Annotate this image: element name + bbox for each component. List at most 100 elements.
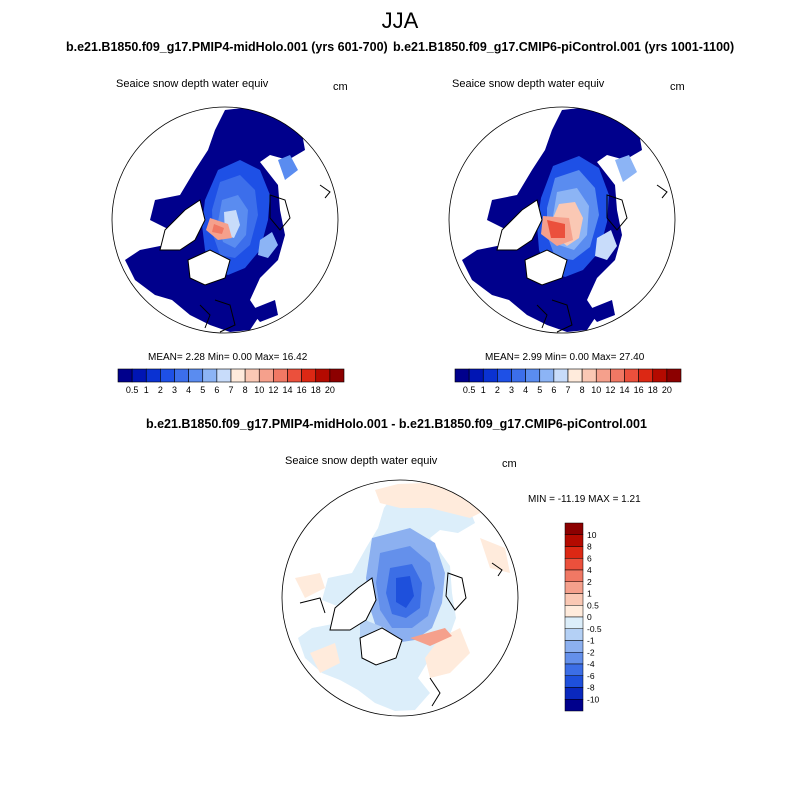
midholo-colorbar-swatch [145, 368, 161, 383]
picontrol-colorbar-label: 2 [495, 385, 500, 395]
midholo-colorbar-label: 20 [325, 385, 335, 395]
picontrol-colorbar-label: 16 [634, 385, 644, 395]
midholo-colorbar-label: 4 [186, 385, 191, 395]
picontrol-colorbar-label: 1 [481, 385, 486, 395]
midholo-colorbar-label: 16 [297, 385, 307, 395]
picontrol-colorbar-swatch [595, 368, 611, 383]
diff-colorbar-label: 4 [587, 565, 592, 575]
main-title: JJA [381, 8, 419, 33]
panel-picontrol-variable: Seaice snow depth water equiv [452, 78, 605, 90]
picontrol-colorbar-label: 3 [509, 385, 514, 395]
picontrol-colorbar-label: 0.5 [463, 385, 476, 395]
panel-midholo-subtitle: b.e21.B1850.f09_g17.PMIP4-midHolo.001 (y… [66, 40, 388, 54]
diff-colorbar: 10 86 4 2 10.5 0 -0.5 -1-2 -4 -6 -8-10 [564, 522, 602, 712]
diff-colorbar-label: -2 [587, 647, 595, 657]
picontrol-colorbar-label: 14 [619, 385, 629, 395]
diff-colorbar-swatch [564, 605, 584, 618]
midholo-colorbar-label: 8 [243, 385, 248, 395]
picontrol-colorbar-swatch [652, 368, 668, 383]
diff-colorbar-label: 0.5 [587, 600, 599, 610]
diff-colorbar-swatch [564, 616, 584, 629]
picontrol-colorbar-label: 20 [662, 385, 672, 395]
diff-colorbar-swatch [564, 534, 584, 547]
midholo-colorbar-label: 0.5 [126, 385, 139, 395]
diff-colorbar-swatch [564, 558, 584, 571]
panel-midholo-units: cm [333, 81, 348, 93]
picontrol-colorbar-label: 10 [591, 385, 601, 395]
midholo-colorbar-label: 18 [311, 385, 321, 395]
midholo-colorbar-swatch [315, 368, 331, 383]
midholo-colorbar-label: 7 [228, 385, 233, 395]
midholo-colorbar-label: 3 [172, 385, 177, 395]
diff-units: cm [502, 458, 517, 470]
diff-subtitle: b.e21.B1850.f09_g17.PMIP4-midHolo.001 - … [146, 417, 647, 431]
picontrol-colorbar-swatch [497, 368, 512, 383]
picontrol-colorbar-swatch [482, 368, 498, 383]
midholo-colorbar-label: 14 [282, 385, 292, 395]
picontrol-colorbar-swatch [468, 368, 484, 383]
picontrol-colorbar-swatch [553, 368, 569, 383]
midholo-colorbar-swatch [273, 368, 288, 383]
midholo-colorbar-swatch [301, 368, 317, 383]
midholo-colorbar-label: 1 [144, 385, 149, 395]
picontrol-colorbar-label: 12 [605, 385, 615, 395]
panel-picontrol-colorbar: 0.5 1 2 3 4 5 6 7 8 10 12 14 16 18 20 [454, 368, 682, 395]
diff-colorbar-label: -8 [587, 683, 595, 693]
diff-colorbar-swatch [564, 640, 584, 653]
picontrol-colorbar-swatch [581, 368, 597, 383]
picontrol-colorbar-swatch [638, 368, 654, 383]
diff-colorbar-label: -6 [587, 671, 595, 681]
midholo-colorbar-label: 12 [268, 385, 278, 395]
midholo-colorbar-swatch [329, 368, 345, 383]
picontrol-colorbar-swatch [511, 368, 526, 383]
panel-picontrol-stats: MEAN= 2.99 Min= 0.00 Max= 27.40 [485, 352, 645, 363]
midholo-colorbar-swatch [244, 368, 260, 383]
panel-picontrol-units: cm [670, 81, 685, 93]
midholo-colorbar-label: 10 [254, 385, 264, 395]
diff-colorbar-label: -10 [587, 694, 600, 704]
midholo-colorbar-swatch [202, 368, 218, 383]
picontrol-colorbar-label: 18 [648, 385, 658, 395]
diff-colorbar-swatch [564, 675, 584, 688]
diff-colorbar-label: 0 [587, 612, 592, 622]
picontrol-colorbar-swatch [624, 368, 639, 383]
diff-colorbar-label: 2 [587, 577, 592, 587]
diff-colorbar-swatch [564, 581, 584, 594]
midholo-colorbar-swatch [117, 368, 133, 383]
midholo-colorbar-label: 6 [214, 385, 219, 395]
picontrol-colorbar-swatch [525, 368, 541, 383]
panel-midholo-variable: Seaice snow depth water equiv [116, 78, 269, 90]
diff-colorbar-label: -4 [587, 659, 595, 669]
diff-variable: Seaice snow depth water equiv [285, 455, 438, 467]
panel-midholo-stats: MEAN= 2.28 Min= 0.00 Max= 16.42 [148, 352, 308, 363]
midholo-colorbar-swatch [216, 368, 232, 383]
diff-colorbar-swatch [564, 663, 584, 676]
diff-map [281, 479, 519, 717]
diff-colorbar-swatch [564, 593, 584, 606]
panel-picontrol-subtitle: b.e21.B1850.f09_g17.CMIP6-piControl.001 … [393, 40, 735, 54]
diff-colorbar-swatch [564, 652, 584, 665]
midholo-colorbar-label: 5 [200, 385, 205, 395]
diff-colorbar-swatch [564, 569, 584, 582]
midholo-colorbar-swatch [287, 368, 302, 383]
diff-colorbar-swatch [564, 546, 584, 559]
picontrol-colorbar-label: 7 [565, 385, 570, 395]
midholo-colorbar-label: 2 [158, 385, 163, 395]
diff-colorbar-label: 10 [587, 530, 597, 540]
diff-colorbar-label: 6 [587, 553, 592, 563]
midholo-colorbar-swatch [160, 368, 175, 383]
midholo-colorbar-swatch [188, 368, 204, 383]
midholo-colorbar-swatch [258, 368, 274, 383]
panel-midholo-map [111, 106, 339, 334]
diff-colorbar-label: -1 [587, 636, 595, 646]
midholo-colorbar-swatch [174, 368, 189, 383]
picontrol-colorbar-label: 8 [580, 385, 585, 395]
diff-colorbar-label: 8 [587, 542, 592, 552]
picontrol-colorbar-label: 5 [537, 385, 542, 395]
diff-colorbar-swatch [564, 628, 584, 641]
diff-stats: MIN = -11.19 MAX = 1.21 [528, 494, 641, 505]
picontrol-colorbar-swatch [454, 368, 470, 383]
picontrol-colorbar-label: 4 [523, 385, 528, 395]
midholo-colorbar-swatch [131, 368, 147, 383]
midholo-colorbar-swatch [230, 368, 246, 383]
